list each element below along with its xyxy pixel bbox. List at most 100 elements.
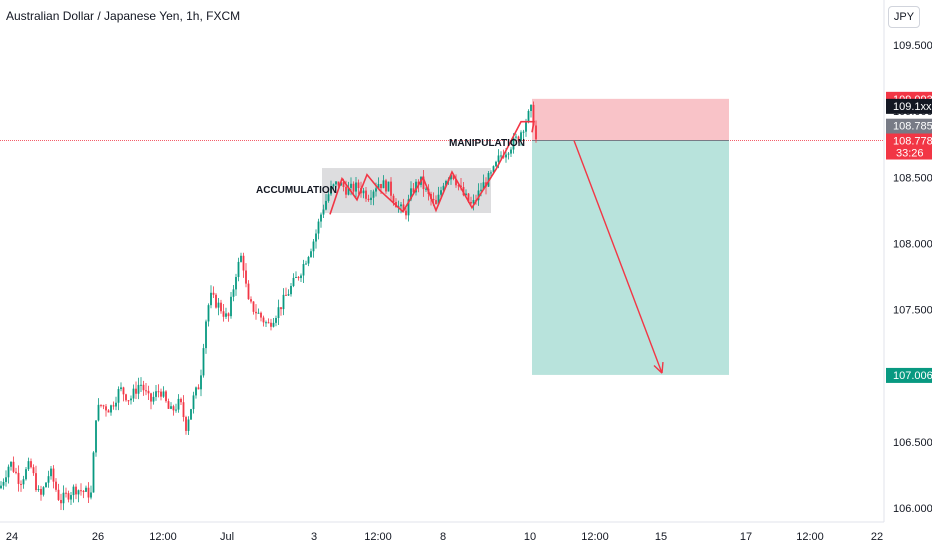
stop-loss-zone[interactable] bbox=[532, 98, 729, 141]
accumulation-label: ACCUMULATION bbox=[256, 185, 337, 196]
candle-body bbox=[345, 186, 347, 195]
candle-body bbox=[257, 312, 260, 314]
candle-body bbox=[135, 388, 137, 394]
candle-body bbox=[490, 172, 492, 174]
candle-body bbox=[492, 166, 495, 173]
candle-body bbox=[150, 393, 152, 402]
candle-body bbox=[292, 277, 295, 286]
candle-body bbox=[380, 184, 382, 189]
candle-body bbox=[157, 391, 160, 393]
candle-body bbox=[452, 174, 455, 180]
zigzag-path[interactable] bbox=[329, 120, 535, 215]
price-tag-box bbox=[886, 367, 932, 383]
candle-body bbox=[117, 389, 120, 403]
x-tick-label: 24 bbox=[6, 531, 18, 543]
candle-body bbox=[267, 322, 270, 324]
candle-body bbox=[432, 199, 435, 201]
time-axis[interactable] bbox=[0, 522, 884, 550]
candle-body bbox=[67, 493, 70, 500]
candle-body bbox=[215, 294, 217, 308]
candle-body bbox=[400, 204, 402, 207]
candle-body bbox=[347, 187, 350, 195]
candle-body bbox=[160, 391, 162, 397]
projection-arrow[interactable] bbox=[573, 140, 663, 374]
candle-body bbox=[277, 307, 280, 319]
price-tag-box bbox=[886, 133, 932, 160]
candle-body bbox=[390, 181, 392, 196]
candle-body bbox=[357, 182, 360, 189]
plot-background[interactable] bbox=[0, 0, 884, 522]
candle-body bbox=[415, 181, 417, 193]
candle-body bbox=[140, 384, 142, 386]
candle-body bbox=[472, 199, 475, 204]
candle-body bbox=[192, 395, 195, 410]
candle-body bbox=[100, 404, 102, 406]
chart-pane[interactable] bbox=[0, 0, 884, 522]
candle-body bbox=[182, 402, 185, 418]
candle-body bbox=[52, 468, 55, 482]
candle-body bbox=[2, 481, 5, 486]
drawings-layer[interactable]: ACCUMULATION MANIPULATION bbox=[256, 120, 664, 374]
price-tag-box bbox=[886, 98, 932, 114]
price-tag-box bbox=[886, 118, 932, 134]
candle-body bbox=[327, 194, 330, 201]
y-tick-label: 109.500 bbox=[893, 40, 932, 52]
candle-body bbox=[172, 406, 175, 411]
candle-body bbox=[20, 483, 22, 485]
candle-body bbox=[0, 485, 2, 489]
candle-body bbox=[227, 313, 230, 317]
candle-body bbox=[240, 255, 242, 262]
candle-body bbox=[37, 489, 40, 491]
candle-body bbox=[220, 302, 222, 312]
candle-body bbox=[170, 406, 172, 409]
x-tick-label: Jul bbox=[220, 531, 234, 543]
price-axis[interactable] bbox=[884, 0, 932, 550]
candle-body bbox=[337, 181, 340, 186]
take-profit-zone[interactable] bbox=[532, 140, 729, 375]
candle-body bbox=[132, 388, 135, 399]
candle-body bbox=[480, 189, 482, 191]
candle-body bbox=[55, 481, 57, 490]
candle-body bbox=[520, 132, 522, 142]
x-tick-label: 15 bbox=[655, 531, 667, 543]
candle-body bbox=[265, 322, 267, 324]
y-tick-label: 107.500 bbox=[893, 305, 932, 317]
candle-body bbox=[362, 190, 365, 194]
candle-body bbox=[107, 410, 110, 413]
candle-body bbox=[382, 180, 385, 189]
candle-body bbox=[40, 489, 42, 495]
candle-body bbox=[62, 492, 65, 504]
candle-body bbox=[507, 153, 510, 155]
candle-body bbox=[280, 307, 282, 310]
candle-body bbox=[332, 184, 335, 187]
candle-body bbox=[410, 188, 412, 200]
candle-body bbox=[180, 398, 182, 403]
candle-body bbox=[190, 409, 192, 420]
candle-body bbox=[5, 477, 7, 482]
candle-body bbox=[262, 317, 265, 323]
candle-body bbox=[12, 461, 15, 472]
candle-body bbox=[205, 321, 207, 349]
candle-body bbox=[530, 104, 532, 111]
arrow-head-right bbox=[653, 364, 663, 374]
candle-body bbox=[387, 181, 390, 192]
candle-body bbox=[252, 301, 255, 312]
x-tick-label: 12:00 bbox=[149, 531, 177, 543]
candle-body bbox=[287, 294, 290, 296]
candle-body bbox=[82, 491, 85, 493]
candle-body bbox=[162, 391, 165, 397]
price-tag-countdown: 33:26 bbox=[896, 148, 924, 160]
candle-body bbox=[115, 402, 117, 407]
candle-body bbox=[75, 486, 77, 495]
candle-body bbox=[450, 174, 452, 180]
manipulation-label: MANIPULATION bbox=[449, 138, 525, 149]
candle-body bbox=[177, 398, 180, 410]
candle-body bbox=[32, 467, 35, 474]
candle-body bbox=[250, 299, 252, 302]
candle-body bbox=[147, 390, 150, 394]
candle-body bbox=[152, 396, 155, 402]
currency-button[interactable]: JPY bbox=[888, 6, 920, 28]
